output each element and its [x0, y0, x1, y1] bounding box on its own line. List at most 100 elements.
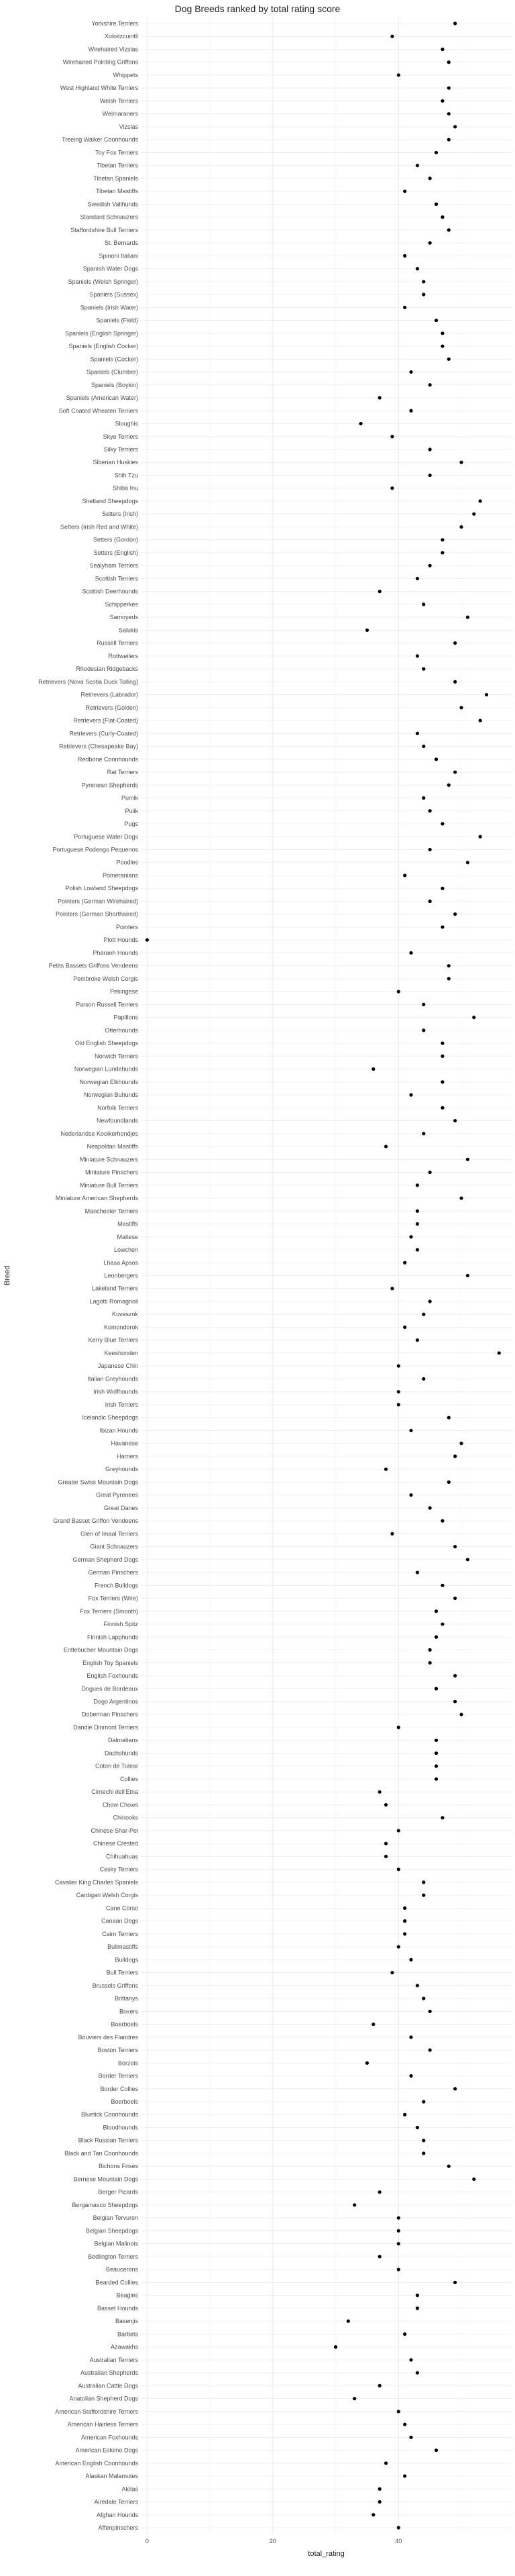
data-point — [403, 2422, 407, 2426]
y-tick-label: Basset Hounds — [97, 2305, 139, 2312]
data-point — [434, 1609, 439, 1613]
data-point — [422, 1996, 426, 2000]
data-point — [434, 1738, 439, 1742]
data-point — [422, 292, 426, 297]
y-tick-label: Spaniels (Irish Water) — [80, 304, 138, 311]
data-point — [378, 2500, 382, 2504]
data-point — [371, 2022, 376, 2027]
y-tick-label: Samoyeds — [109, 614, 138, 621]
data-point — [428, 809, 432, 813]
y-tick-label: Bearded Collies — [95, 2279, 138, 2286]
data-point — [428, 2048, 432, 2052]
y-tick-label: Norwegian Elkhounds — [79, 1079, 138, 1085]
data-point — [409, 2435, 413, 2439]
data-point — [396, 2410, 400, 2414]
data-point — [390, 1970, 394, 1975]
y-tick-label: Pekingese — [110, 988, 138, 995]
data-point — [378, 2255, 382, 2259]
data-point — [396, 2526, 400, 2530]
y-tick-label: Miniature Schnauzers — [80, 1156, 139, 1163]
data-point — [428, 383, 432, 387]
y-tick-label: Wirehaired Vizslas — [89, 46, 139, 52]
y-tick-label: Welsh Terriers — [100, 97, 139, 104]
x-tick-label: 40 — [395, 2538, 402, 2544]
data-point — [428, 447, 432, 451]
y-tick-label: Miniature Pinschers — [85, 1169, 139, 1176]
data-point — [390, 1287, 394, 1291]
data-point — [447, 357, 451, 361]
data-point — [403, 305, 407, 309]
data-point — [434, 1686, 439, 1690]
data-point — [378, 2190, 382, 2194]
data-point — [434, 150, 439, 155]
data-point — [403, 1325, 407, 1330]
data-point — [453, 770, 457, 774]
y-tick-label: Staffordshire Bull Terriers — [70, 227, 138, 233]
y-tick-label: Bergamasco Sheepdogs — [72, 2202, 138, 2208]
data-point — [415, 576, 420, 581]
data-point — [396, 1725, 400, 1729]
y-tick-label: Pointers (German Shorthaired) — [56, 911, 138, 918]
data-point — [447, 783, 451, 787]
data-point — [422, 667, 426, 671]
data-point — [465, 1558, 469, 1562]
y-tick-label: Chow Chows — [103, 1801, 139, 1808]
data-point — [145, 938, 149, 942]
y-tick-label: Kerry Blue Terriers — [89, 1337, 139, 1344]
y-tick-label: Otterhounds — [105, 1027, 138, 1034]
data-point — [403, 1906, 407, 1910]
y-tick-label: Keeshonden — [104, 1350, 138, 1356]
data-point — [422, 280, 426, 284]
y-tick-label: Greater Swiss Mountain Dogs — [58, 1479, 138, 1485]
y-axis-title: Breed — [3, 1266, 11, 1285]
data-point — [365, 628, 369, 632]
y-tick-label: Toy Fox Terriers — [95, 149, 138, 156]
y-tick-label: Cane Corso — [106, 1904, 138, 1911]
data-point — [409, 2035, 413, 2039]
y-tick-label: Maltese — [117, 1234, 138, 1240]
y-tick-label: Poodles — [116, 859, 138, 866]
y-tick-label: Spaniels (Field) — [96, 317, 138, 324]
data-point — [409, 1093, 413, 1097]
data-point — [453, 680, 457, 684]
data-point — [422, 1377, 426, 1381]
data-point — [459, 706, 463, 710]
data-point — [428, 564, 432, 568]
y-axis-tick-labels: Yorkshire Terriers Xoloitzcuintli Wirehair… — [38, 20, 138, 2531]
x-tick-label: 0 — [146, 2538, 149, 2544]
data-point — [422, 1312, 426, 1316]
y-tick-label: Pyrenean Shepherds — [81, 782, 138, 788]
y-tick-label: Finnish Spitz — [103, 1621, 138, 1627]
data-point — [396, 2267, 400, 2271]
y-tick-label: American Eskimo Dogs — [75, 2447, 138, 2454]
y-tick-label: Swedish Vallhunds — [88, 201, 139, 207]
data-point — [441, 1041, 445, 1045]
data-point — [403, 2474, 407, 2478]
y-tick-label: Soft Coated Wheaten Terriers — [59, 407, 139, 414]
data-point — [384, 1854, 388, 1859]
y-tick-label: Havanese — [111, 1440, 138, 1447]
data-point — [415, 731, 420, 735]
data-point — [371, 2513, 376, 2517]
y-tick-label: Spaniels (Clumber) — [87, 369, 138, 376]
y-tick-label: Icelandic Sheepdogs — [82, 1414, 138, 1421]
data-point — [441, 1080, 445, 1084]
data-point — [441, 99, 445, 103]
data-point — [422, 1028, 426, 1032]
y-tick-label: Border Terriers — [99, 2073, 139, 2080]
y-tick-label: Italian Greyhounds — [87, 1375, 138, 1382]
y-tick-label: St. Bernards — [105, 239, 139, 246]
y-tick-label: Pumik — [121, 795, 139, 802]
data-point — [378, 1790, 382, 1794]
y-tick-label: Beaucerons — [106, 2266, 139, 2273]
y-tick-label: Retrievers (Flat-Coated) — [73, 717, 138, 724]
y-tick-label: Retrievers (Chesapeake Bay) — [59, 743, 138, 750]
y-tick-label: Belgian Sheepdogs — [86, 2227, 139, 2234]
data-point — [409, 1428, 413, 1433]
y-tick-label: Retrievers (Curly-Coated) — [69, 730, 138, 737]
data-point — [465, 1157, 469, 1161]
y-tick-label: Shih Tzu — [115, 472, 138, 478]
y-tick-label: Boerboels — [111, 2021, 138, 2028]
data-point — [346, 2319, 350, 2323]
data-point — [472, 2177, 476, 2182]
